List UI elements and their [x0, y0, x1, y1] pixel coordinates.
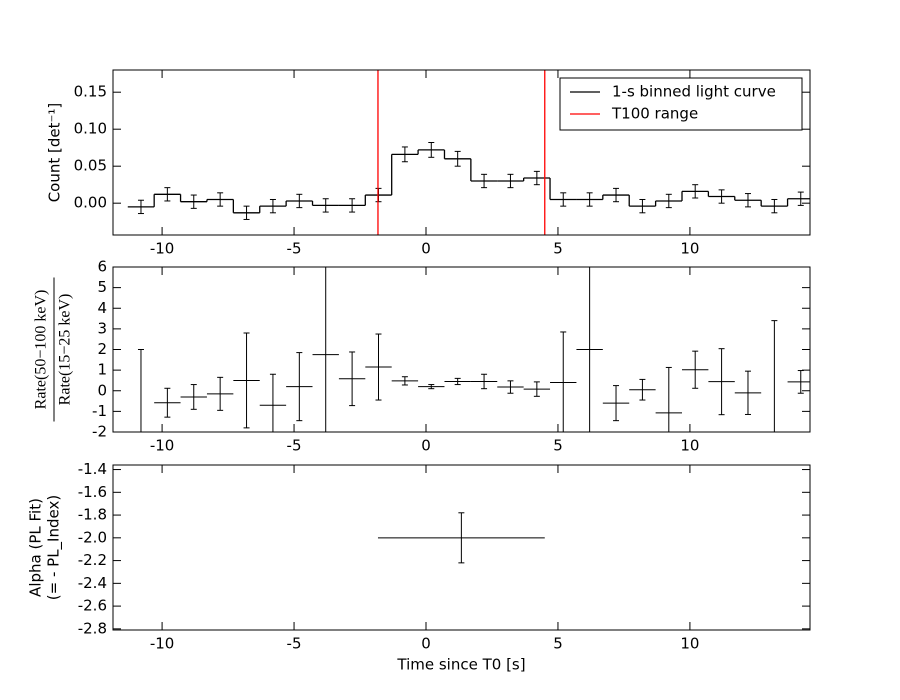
y-tick-label: 3 [97, 319, 107, 337]
y-tick-label: 0.00 [74, 194, 107, 212]
plot-area [137, 267, 810, 432]
x-tick-label: 10 [680, 437, 699, 455]
plot-area [377, 512, 545, 564]
y-tick-label: -2 [92, 423, 107, 441]
x-tick-label: -10 [150, 635, 175, 653]
y-tick-label: 0.10 [74, 120, 107, 138]
axes-frame [112, 266, 811, 433]
y-axis-label: Alpha (PL Fit) [27, 498, 45, 597]
y-tick-label: 5 [97, 278, 107, 296]
x-tick-label: 0 [421, 437, 431, 455]
y-axis-label: (= - PL_Index) [45, 495, 64, 600]
x-tick-label: -5 [287, 635, 302, 653]
legend-label: 1-s binned light curve [612, 83, 776, 101]
x-tick-label: 0 [421, 635, 431, 653]
y-tick-label: 6 [97, 258, 107, 276]
y-tick-label: -1.4 [78, 460, 107, 478]
x-tick-label: -5 [287, 437, 302, 455]
x-axis-label: Time since T0 [s] [396, 656, 525, 674]
x-tick-label: 5 [553, 635, 563, 653]
y-tick-label: 1 [97, 361, 107, 379]
y-axis-label: Rate(50−100 keV) [33, 290, 50, 410]
x-tick-label: -10 [150, 240, 175, 258]
plot-area [127, 70, 810, 235]
x-tick-label: 10 [680, 240, 699, 258]
x-tick-label: -10 [150, 437, 175, 455]
axes-frame [112, 69, 811, 236]
x-tick-label: 0 [421, 240, 431, 258]
y-tick-label: -2.2 [78, 551, 107, 569]
x-tick-label: -5 [287, 240, 302, 258]
y-tick-label: -2.0 [78, 528, 107, 546]
y-tick-label: -2.6 [78, 597, 107, 615]
y-tick-label: 0 [97, 381, 107, 399]
legend-label: T100 range [611, 105, 698, 123]
y-tick-label: 0.15 [74, 83, 107, 101]
y-tick-label: -2.4 [78, 574, 107, 592]
axes-frame [112, 464, 811, 631]
y-axis-label: Count [det⁻¹] [46, 103, 64, 203]
y-tick-label: 0.05 [74, 157, 107, 175]
y-tick-label: -2.8 [78, 619, 107, 637]
y-tick-label: 4 [97, 299, 107, 317]
y-tick-label: 2 [97, 340, 107, 358]
y-tick-label: -1.6 [78, 483, 107, 501]
y-axis-label: Rate(15−25 keV) [57, 294, 74, 406]
x-tick-label: 5 [553, 240, 563, 258]
x-tick-label: 10 [680, 635, 699, 653]
y-tick-label: -1.8 [78, 506, 107, 524]
legend-box [559, 77, 803, 131]
y-tick-label: -1 [92, 402, 107, 420]
x-tick-label: 5 [553, 437, 563, 455]
